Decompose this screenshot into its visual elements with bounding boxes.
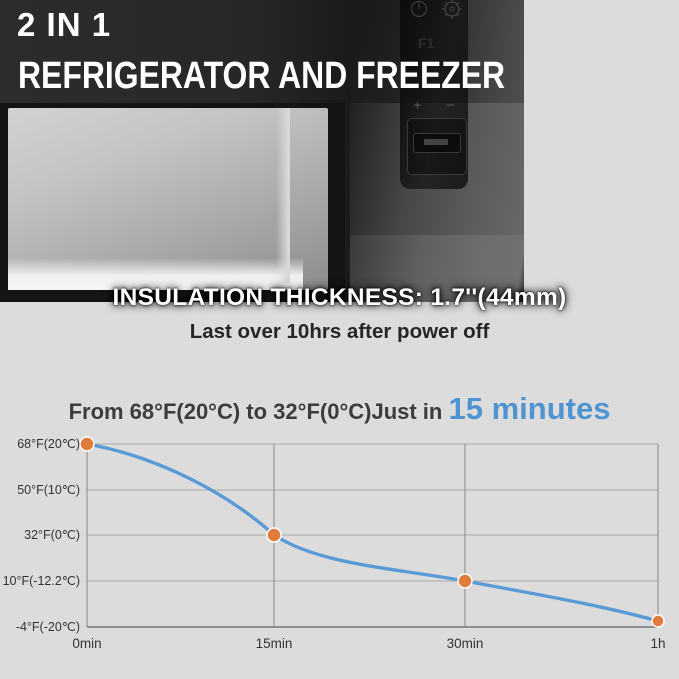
svg-text:1h: 1h — [650, 636, 665, 651]
svg-text:30min: 30min — [447, 636, 484, 651]
svg-text:32°F(0℃): 32°F(0℃) — [24, 528, 80, 542]
svg-text:0min: 0min — [72, 636, 101, 651]
svg-text:50°F(10℃): 50°F(10℃) — [17, 483, 80, 497]
svg-text:-4°F(-20℃): -4°F(-20℃) — [16, 620, 80, 634]
svg-text:15min: 15min — [256, 636, 293, 651]
svg-text:68°F(20℃): 68°F(20℃) — [17, 437, 80, 451]
svg-text:10°F(-12.2℃): 10°F(-12.2℃) — [3, 574, 80, 588]
